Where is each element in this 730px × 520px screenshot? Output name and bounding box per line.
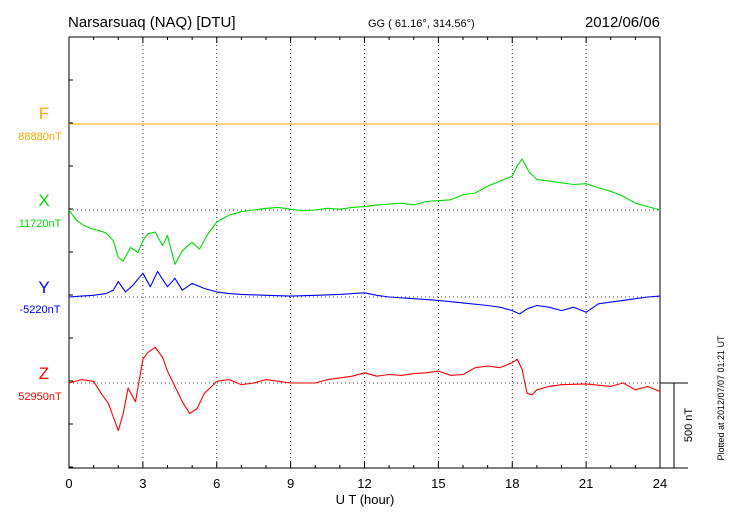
x-tick-label: 21 xyxy=(579,476,593,491)
x-tick-label: 18 xyxy=(505,476,519,491)
series-line-z xyxy=(68,346,661,432)
x-tick-label: 12 xyxy=(357,476,371,491)
baseline-value-f: 88880nT xyxy=(18,131,62,143)
series-lines xyxy=(68,123,661,432)
x-tick-label: 9 xyxy=(287,476,294,491)
x-tick-label: 24 xyxy=(653,476,667,491)
x-tick-label: 15 xyxy=(431,476,445,491)
scale-bar: 500 nT xyxy=(660,382,695,469)
tick-marks xyxy=(68,37,661,468)
plotted-timestamp: Plotted at 2012/07/07 01:21 UT xyxy=(716,335,726,461)
series-line-x xyxy=(68,158,661,265)
x-tick-labels: 0 3 6 9 12 15 18 21 24 xyxy=(65,476,667,491)
series-labels: F 88880nT X 11720nT Y -5220nT Z 52950nT xyxy=(18,104,62,403)
series-name-z: Z xyxy=(39,364,49,383)
series-name-y: Y xyxy=(38,278,49,297)
x-axis-label: U T (hour) xyxy=(336,492,395,507)
baseline-value-z: 52950nT xyxy=(18,391,62,403)
scale-bar-label: 500 nT xyxy=(683,408,695,443)
baseline-value-y: -5220nT xyxy=(20,304,61,316)
baseline-value-x: 11720nT xyxy=(19,218,62,230)
x-tick-label: 3 xyxy=(139,476,146,491)
date-label: 2012/06/06 xyxy=(585,14,660,31)
series-line-y xyxy=(68,270,661,315)
series-name-x: X xyxy=(38,191,49,210)
grid-lines xyxy=(69,37,660,468)
station-title: Narsarsuaq (NAQ) [DTU] xyxy=(68,14,236,31)
x-tick-label: 0 xyxy=(65,476,72,491)
geo-coordinates: GG ( 61.16°, 314.56°) xyxy=(368,18,475,30)
series-name-f: F xyxy=(39,104,49,123)
x-tick-label: 6 xyxy=(213,476,220,491)
